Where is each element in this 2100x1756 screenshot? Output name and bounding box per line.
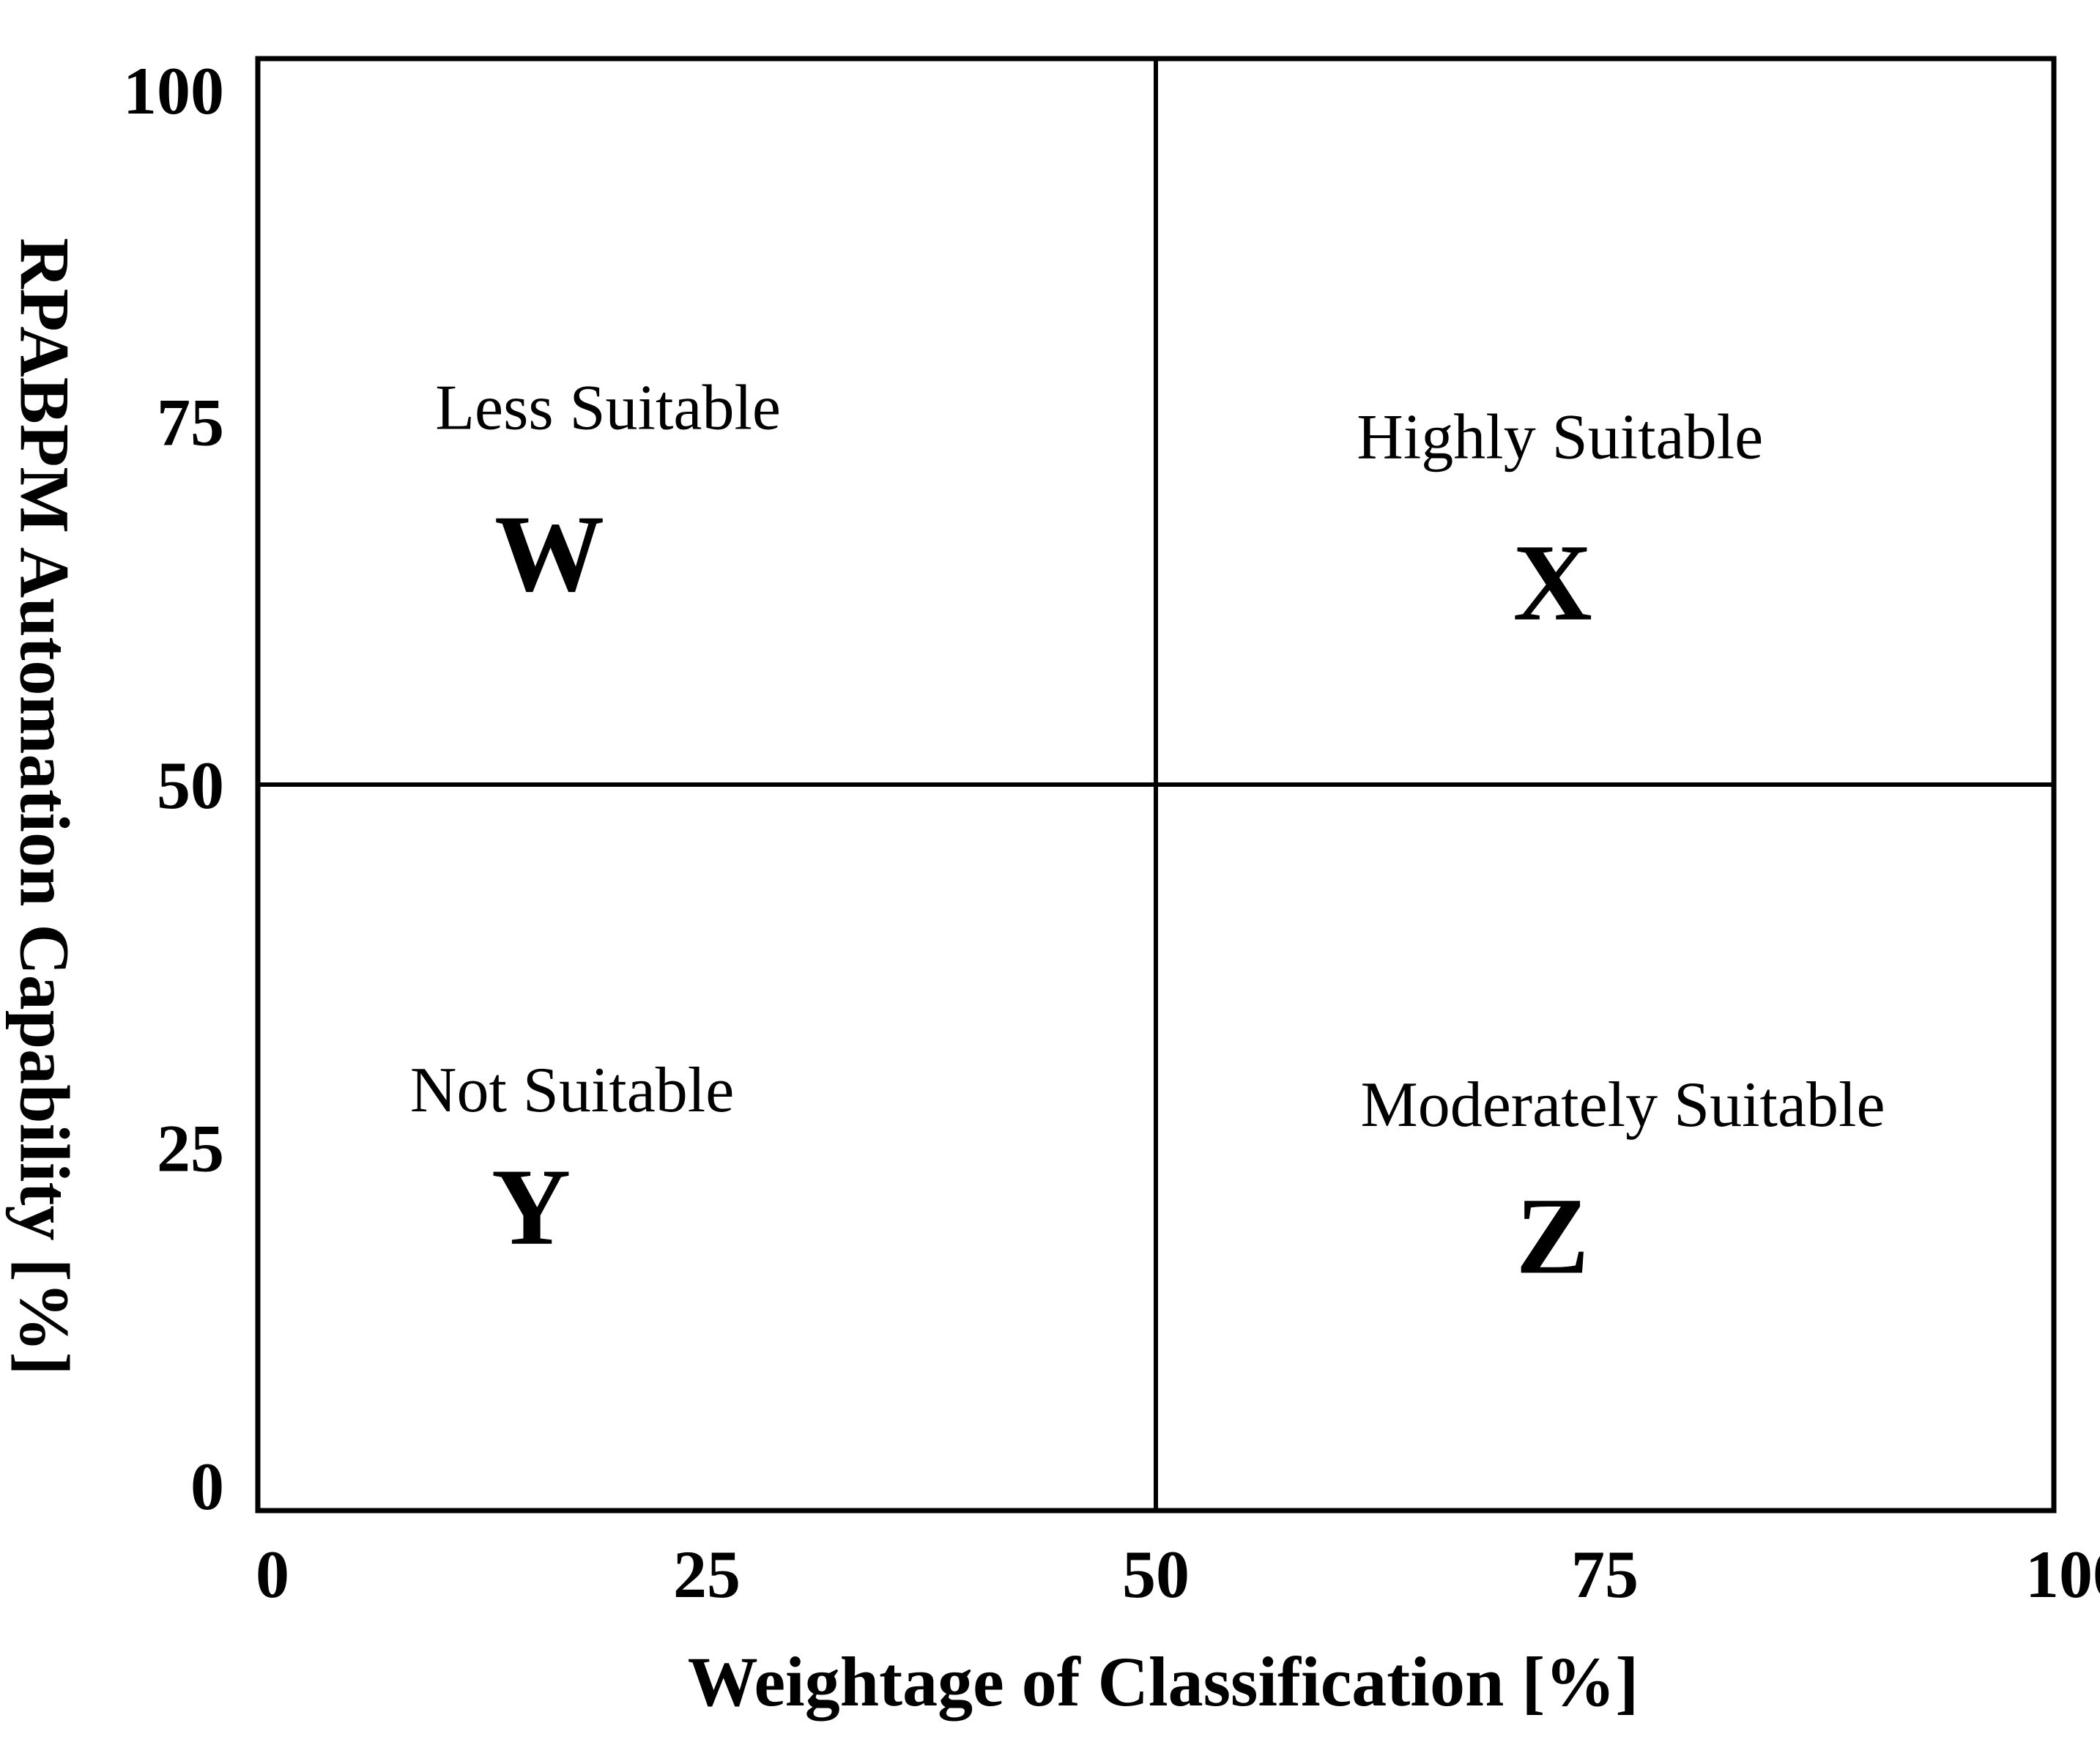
quadrant-y-letter: Y <box>491 1146 571 1268</box>
x-axis-title: Weightage of Classification [%] <box>688 1642 1639 1721</box>
x-tick-label-0: 0 <box>256 1537 289 1612</box>
y-tick-label-100: 100 <box>123 53 224 128</box>
y-tick-label-25: 25 <box>157 1111 224 1186</box>
quadrant-w-letter: W <box>494 493 604 615</box>
x-tick-label-25: 25 <box>673 1537 741 1612</box>
quadrant-annotations: Less Suitable W Highly Suitable X Not Suitab… <box>410 373 1885 1297</box>
y-tick-label-50: 50 <box>157 748 224 823</box>
x-tick-label-50: 50 <box>1122 1537 1190 1612</box>
quadrant-w-label: Less Suitable <box>435 373 781 444</box>
x-tick-label-75: 75 <box>1571 1537 1639 1612</box>
quadrant-x-label: Highly Suitable <box>1357 401 1763 473</box>
quadrant-z-label: Moderately Suitable <box>1361 1070 1885 1141</box>
y-axis-title: RPABPM Automation Capability [%] <box>5 238 84 1376</box>
y-axis-ticks: 0 25 50 75 100 <box>123 53 224 1524</box>
y-tick-label-0: 0 <box>190 1449 224 1524</box>
quadrant-z-letter: Z <box>1515 1175 1589 1297</box>
x-tick-label-100: 100 <box>2025 1537 2100 1612</box>
y-tick-label-75: 75 <box>157 385 224 460</box>
quadrant-y-label: Not Suitable <box>410 1055 734 1126</box>
quadrant-x-letter: X <box>1513 522 1592 644</box>
x-axis-ticks: 0 25 50 75 100 <box>256 1537 2100 1612</box>
